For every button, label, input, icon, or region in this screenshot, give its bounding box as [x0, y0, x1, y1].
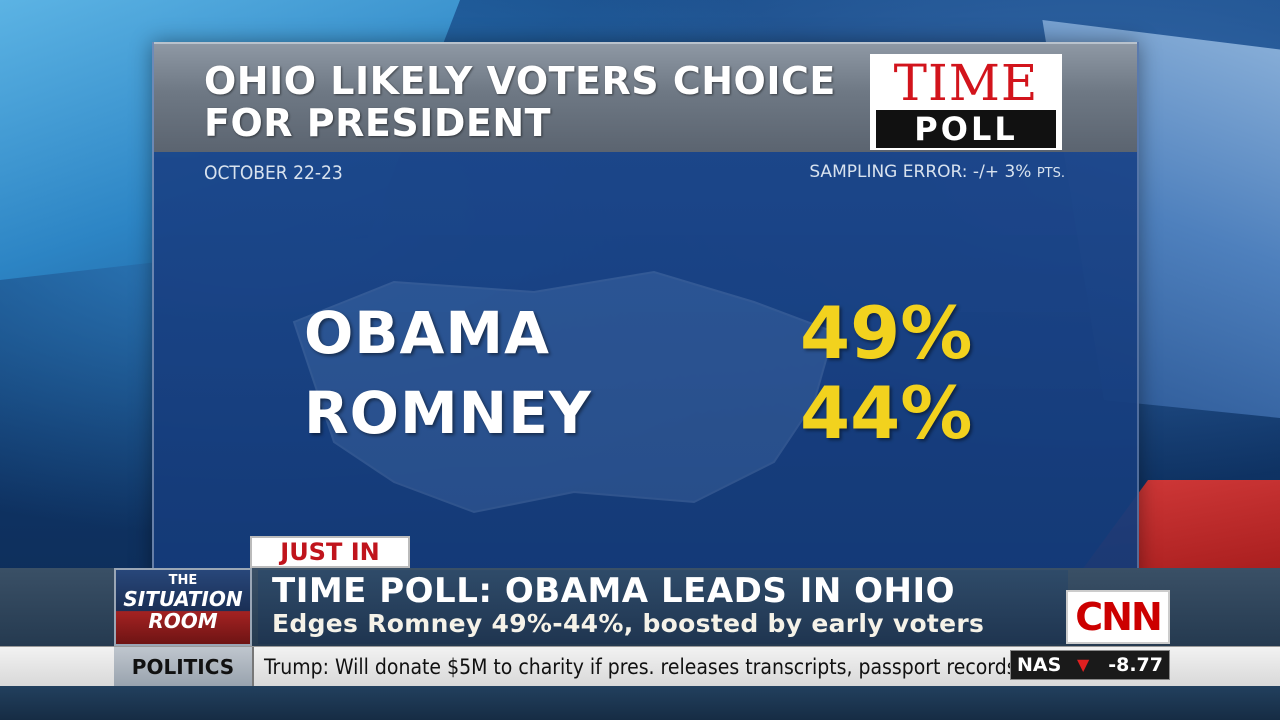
poll-title-line1: OHIO LIKELY VOTERS CHOICE	[204, 59, 836, 103]
poll-date: OCTOBER 22-23	[204, 162, 343, 184]
time-poll-logo: TIME POLL	[870, 54, 1062, 150]
result-row: ROMNEY 44%	[154, 371, 1137, 458]
bottom-strip	[0, 686, 1280, 720]
just-in-label: JUST IN	[280, 538, 380, 566]
cnn-logo: CNN	[1066, 590, 1170, 644]
headline-box: TIME POLL: OBAMA LEADS IN OHIO Edges Rom…	[258, 570, 1068, 644]
poll-title-line2: FOR PRESIDENT	[204, 101, 552, 145]
poll-graphic-header: OHIO LIKELY VOTERS CHOICE FOR PRESIDENT …	[154, 42, 1137, 152]
just-in-tag: JUST IN	[250, 536, 410, 568]
situation-room-logo: THE SITUATION ROOM	[114, 568, 252, 646]
show-logo-line1: THE	[168, 573, 198, 588]
candidate-name: ROMNEY	[304, 379, 592, 447]
subheadline: Edges Romney 49%-44%, boosted by early v…	[272, 609, 985, 638]
market-value: -8.77	[1108, 654, 1163, 676]
ticker-section-label: POLITICS	[131, 655, 235, 679]
candidate-percent: 44%	[800, 371, 973, 455]
time-logo-text: TIME	[893, 54, 1039, 112]
headline: TIME POLL: OBAMA LEADS IN OHIO	[272, 571, 956, 611]
sampling-error-text: SAMPLING ERROR: -/+ 3%	[809, 162, 1032, 182]
poll-title: OHIO LIKELY VOTERS CHOICE FOR PRESIDENT	[204, 60, 844, 144]
sampling-error-unit: PTS.	[1036, 166, 1065, 181]
market-symbol: NAS	[1017, 654, 1062, 676]
show-logo-line2: SITUATION	[123, 587, 243, 611]
poll-graphic-card: OHIO LIKELY VOTERS CHOICE FOR PRESIDENT …	[152, 42, 1139, 582]
show-logo-line3: ROOM	[148, 609, 218, 633]
market-ticker: NAS ▼ -8.77	[1010, 650, 1170, 680]
sampling-error: SAMPLING ERROR: -/+ 3% PTS.	[809, 162, 1065, 182]
cnn-logo-text: CNN	[1075, 595, 1163, 639]
ticker-text: Trump: Will donate $5M to charity if pre…	[264, 655, 1017, 679]
down-arrow-icon: ▼	[1077, 655, 1090, 674]
ticker-section: POLITICS	[114, 647, 254, 687]
candidate-name: OBAMA	[304, 299, 551, 367]
candidate-percent: 49%	[800, 291, 973, 375]
us-map-watermark	[292, 270, 836, 514]
poll-logo-text: POLL	[876, 110, 1056, 148]
result-row: OBAMA 49%	[154, 291, 1137, 378]
